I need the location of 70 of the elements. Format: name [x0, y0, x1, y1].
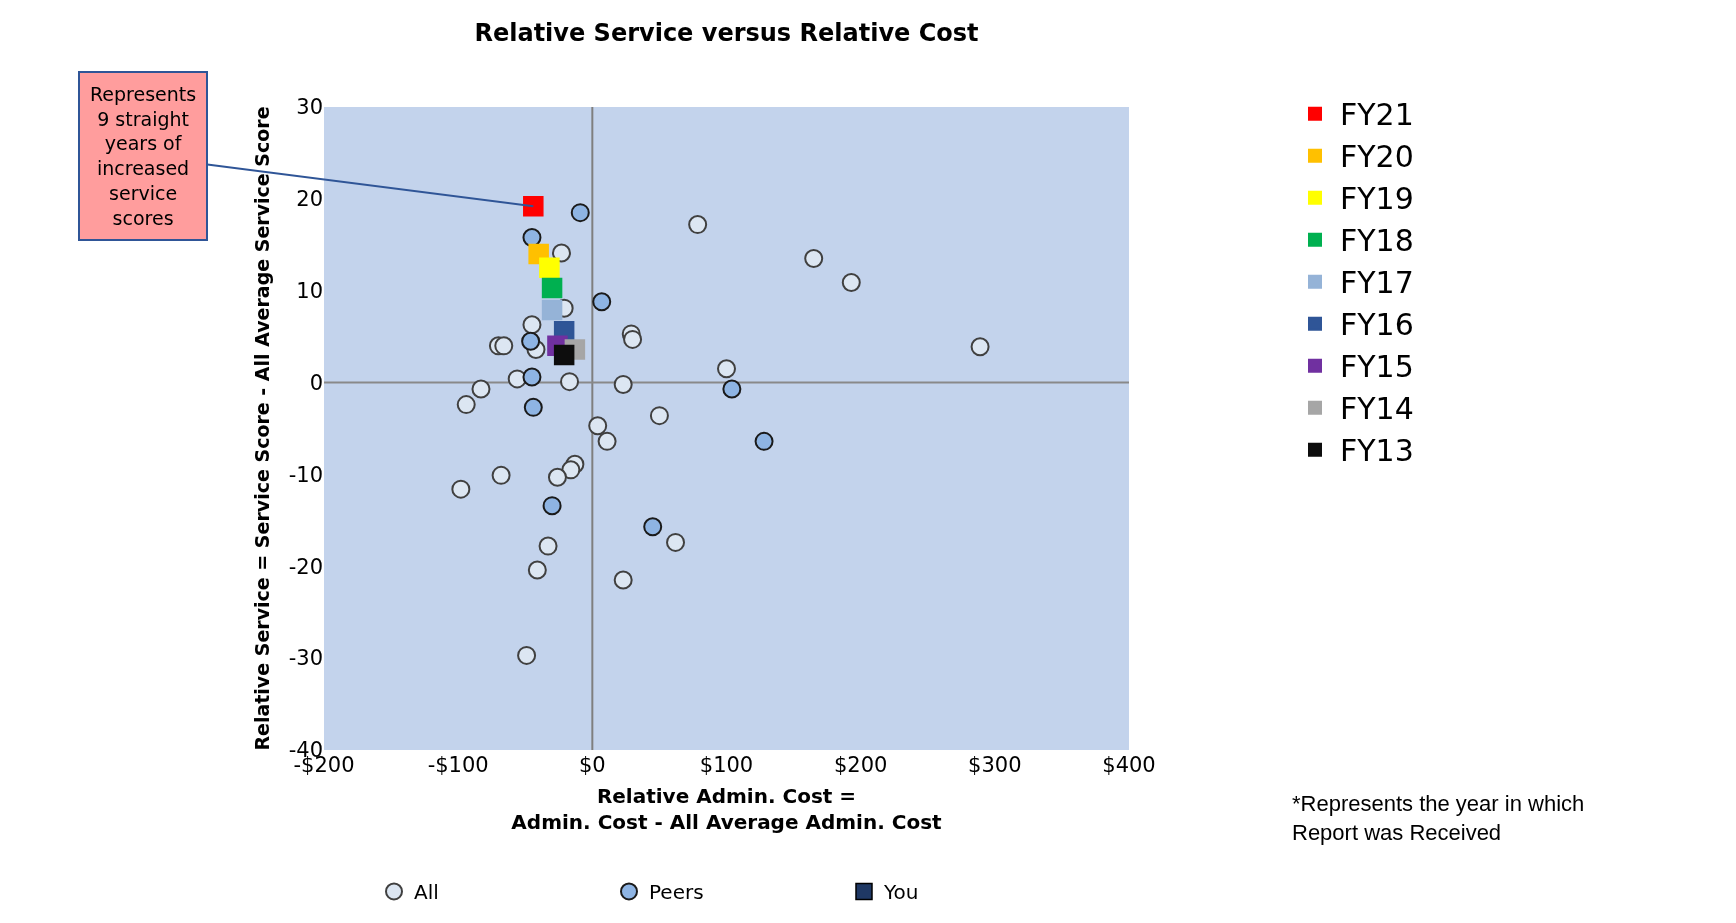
x-tick-label: $300 — [968, 753, 1022, 777]
legend-label: FY20 — [1340, 139, 1414, 175]
y-tick-label: -30 — [288, 646, 323, 671]
point — [597, 431, 617, 451]
legend-label: FY19 — [1340, 181, 1414, 217]
point — [522, 315, 542, 335]
point — [666, 532, 686, 552]
point — [717, 359, 736, 379]
x-tick-label: $0 — [578, 753, 606, 777]
x-tick-label: $100 — [699, 753, 754, 777]
x-tick-label: $400 — [1102, 753, 1156, 777]
y-tick-label: 30 — [296, 95, 323, 120]
point — [527, 560, 547, 580]
legend-label: FY14 — [1340, 391, 1414, 427]
legend-label: FY18 — [1340, 223, 1414, 259]
point — [623, 329, 643, 349]
y-tick-label: 20 — [296, 187, 323, 212]
text: *Represents the year in which Report was Received — [1292, 791, 1585, 845]
y-tick-label: -20 — [288, 554, 323, 579]
point — [522, 227, 542, 247]
x-tick-label: -$100 — [427, 753, 489, 777]
point — [570, 203, 590, 223]
point — [643, 517, 663, 537]
y-tick-label: 10 — [296, 279, 323, 304]
point — [538, 536, 558, 556]
point — [451, 479, 471, 499]
point — [542, 496, 562, 516]
point — [539, 257, 560, 278]
point — [517, 645, 537, 665]
point — [456, 395, 476, 415]
point — [471, 379, 491, 399]
legend-label: All — [414, 880, 439, 905]
point — [613, 570, 633, 590]
point — [522, 367, 542, 387]
y-axis-title: Relative Service = Service Score - All Average Service Score — [250, 106, 273, 751]
point — [613, 374, 633, 394]
point — [588, 416, 608, 436]
point — [841, 272, 861, 292]
point — [561, 460, 581, 480]
point — [553, 344, 575, 366]
annotation: Represents 9 straight years of increased service scores — [90, 83, 197, 229]
point — [547, 467, 567, 487]
legend-label: Peers — [649, 880, 704, 905]
point — [494, 336, 514, 356]
x-tick-label: $200 — [833, 753, 888, 777]
chart-title: Relative Service versus Relative Cost — [474, 18, 979, 47]
point — [592, 292, 612, 312]
point — [523, 195, 544, 217]
legend-label: FY21 — [1340, 97, 1414, 133]
x-axis-title: Relative Admin. Cost = Admin. Cost - All Average Admin. Cost — [511, 783, 943, 834]
point — [551, 243, 571, 263]
point — [970, 337, 990, 357]
legend-label: You — [883, 880, 919, 905]
legend-label: FY15 — [1340, 349, 1414, 385]
y-tick-label: 0 — [309, 370, 323, 395]
legend-label: FY13 — [1340, 433, 1414, 469]
point — [722, 379, 742, 399]
point — [521, 331, 541, 351]
point — [560, 372, 580, 392]
point — [523, 397, 543, 417]
point — [688, 215, 708, 235]
point — [649, 406, 669, 426]
point — [541, 277, 563, 299]
point — [491, 465, 511, 485]
y-tick-label: -10 — [288, 462, 323, 487]
point — [754, 431, 774, 451]
legend-label: FY17 — [1340, 265, 1414, 301]
point — [541, 299, 563, 321]
legend-label: FY16 — [1340, 307, 1414, 343]
point — [804, 249, 824, 269]
